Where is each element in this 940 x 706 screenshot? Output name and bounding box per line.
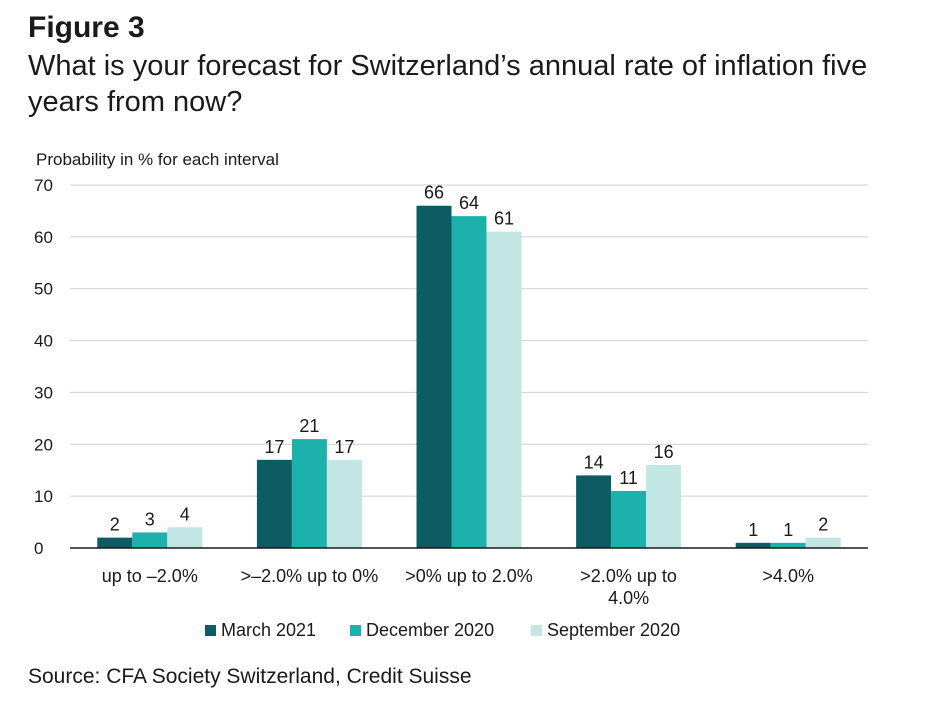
figure-title: What is your forecast for Switzerland’s …: [28, 50, 868, 118]
x-tick-label: >4.0%: [762, 566, 814, 586]
legend: March 2021 December 2020 September 2020: [205, 620, 680, 640]
bar: [451, 216, 487, 548]
source-note: Source: CFA Society Switzerland, Credit …: [28, 665, 472, 688]
data-label: 21: [299, 416, 319, 436]
bars: [97, 205, 841, 548]
bar: [132, 532, 168, 548]
y-axis-title: Probability in % for each interval: [36, 150, 279, 169]
legend-swatch: [350, 625, 361, 636]
data-label: 4: [180, 504, 190, 524]
y-tick-label: 10: [34, 487, 53, 506]
data-label: 17: [264, 437, 284, 457]
figure-label: Figure 3: [28, 11, 145, 44]
y-tick-label: 30: [34, 383, 53, 402]
data-label: 2: [818, 515, 828, 535]
data-label: 14: [584, 452, 604, 472]
bar: [97, 537, 133, 548]
legend-label: September 2020: [547, 620, 680, 640]
data-label: 2: [110, 515, 120, 535]
data-label: 1: [783, 520, 793, 540]
x-tick-label: up to –2.0%: [102, 566, 198, 586]
bar: [646, 465, 682, 548]
data-label: 64: [459, 193, 479, 213]
bar: [256, 459, 292, 548]
bar: [770, 542, 806, 548]
y-tick-label: 0: [34, 539, 43, 558]
bar: [167, 527, 203, 548]
axes: Probability in % for each interval 0 10 20 3…: [34, 150, 868, 608]
legend-label: March 2021: [221, 620, 316, 640]
bar: [576, 475, 612, 548]
x-tick-label: 4.0%: [608, 588, 649, 608]
x-tick-label: >2.0% up to: [580, 566, 677, 586]
data-label: 3: [145, 509, 155, 529]
bar: [486, 231, 522, 548]
x-tick-label: >–2.0% up to 0%: [241, 566, 379, 586]
data-label: 17: [334, 437, 354, 457]
bar: [735, 542, 771, 548]
bar: [326, 459, 362, 548]
data-label: 66: [424, 183, 444, 203]
bar: [416, 205, 452, 548]
x-tick-label: >0% up to 2.0%: [405, 566, 533, 586]
bar: [611, 490, 647, 548]
data-label: 1: [748, 520, 758, 540]
bar: [805, 537, 841, 548]
legend-swatch: [531, 625, 542, 636]
y-tick-label: 60: [34, 228, 53, 247]
y-tick-label: 70: [34, 176, 53, 195]
data-label: 16: [654, 442, 674, 462]
y-tick-label: 40: [34, 332, 53, 351]
data-label: 11: [619, 468, 638, 488]
y-tick-label: 20: [34, 435, 53, 454]
legend-label: December 2020: [366, 620, 494, 640]
bar: [291, 439, 327, 548]
data-label: 61: [494, 209, 514, 229]
y-tick-label: 50: [34, 280, 53, 299]
legend-swatch: [205, 625, 216, 636]
